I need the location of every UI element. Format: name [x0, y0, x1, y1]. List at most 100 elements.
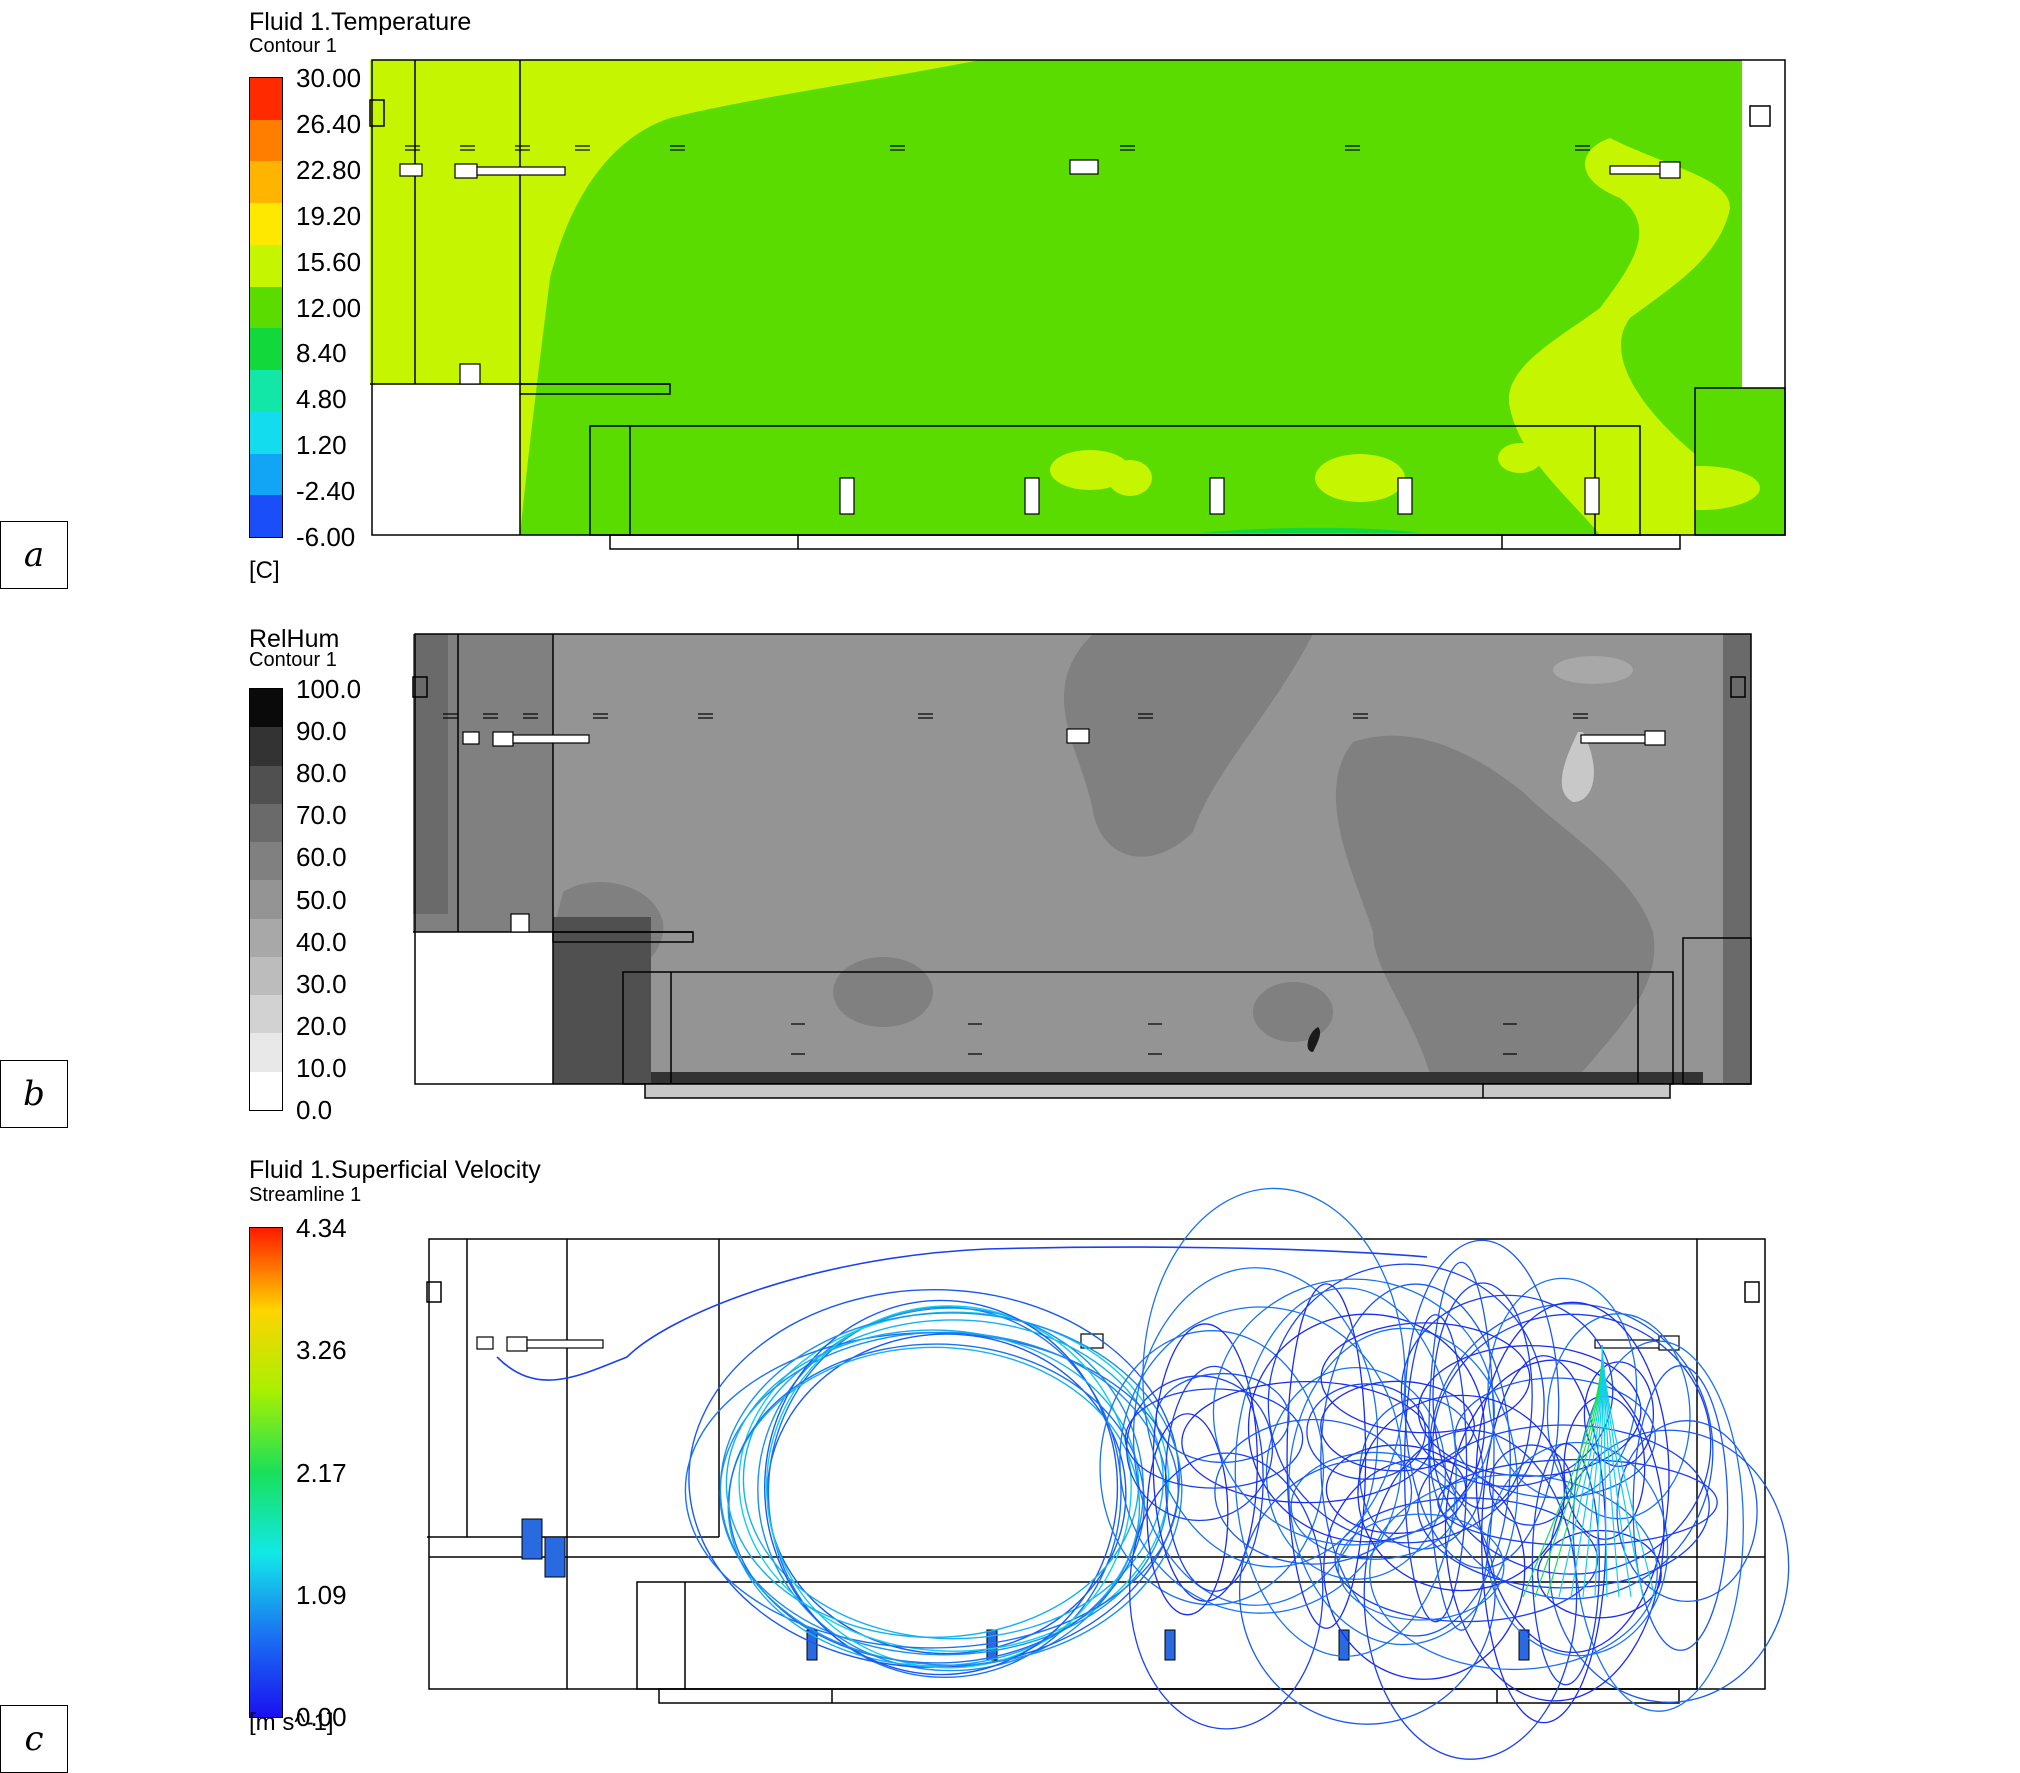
legend-swatch — [250, 727, 282, 766]
legend-tick-label: 20.0 — [296, 1010, 347, 1041]
humidity-blob — [833, 957, 933, 1027]
humidity-contour-plot — [412, 633, 1752, 1099]
streamline — [1432, 1282, 1533, 1510]
streamline — [1337, 1513, 1505, 1621]
streamline — [1214, 1418, 1413, 1565]
streamline — [1320, 1322, 1531, 1434]
panel-a-unit: [C] — [249, 557, 280, 584]
legend-swatch — [250, 918, 282, 957]
legend-swatch — [250, 765, 282, 804]
legend-swatch — [250, 119, 282, 162]
panel-c-subtitle: Streamline 1 — [249, 1184, 362, 1206]
legend-tick-label: 80.0 — [296, 758, 347, 789]
left-wall-region — [370, 384, 520, 535]
warm-blob — [1315, 454, 1405, 502]
legend-swatch — [250, 1071, 282, 1110]
legend-swatch — [250, 161, 282, 204]
legend-swatch — [250, 880, 282, 919]
panel-c-title: Fluid 1.Superficial Velocity — [249, 1156, 541, 1184]
streamline — [1142, 1187, 1406, 1568]
streamline — [1128, 1452, 1324, 1730]
legend-tick-label: 1.20 — [296, 430, 347, 461]
streamline — [1428, 1261, 1495, 1631]
humidity-blob — [1433, 1006, 1533, 1058]
humidity-spray-cone — [1561, 732, 1594, 802]
panel-c-unit: [m s^-1] — [249, 1709, 334, 1736]
legend-swatch — [250, 78, 282, 120]
humidity-light-spot — [1553, 656, 1633, 684]
legend-tick-label: 40.0 — [296, 926, 347, 957]
humidity-floor-strip — [643, 1072, 1703, 1084]
legend-tick-label: 70.0 — [296, 800, 347, 831]
legend-tick-label: 30.0 — [296, 968, 347, 999]
legend-swatch — [250, 411, 282, 454]
streamline — [1124, 1388, 1304, 1489]
streamline — [1265, 1366, 1447, 1580]
streamline — [1247, 1313, 1485, 1543]
streamline — [496, 1246, 1428, 1381]
panel-b-label: b — [0, 1060, 68, 1128]
streamline — [1181, 1380, 1433, 1504]
streamline — [1369, 1474, 1658, 1671]
velocity-color-legend — [249, 1227, 283, 1718]
streamline — [1400, 1294, 1614, 1488]
legend-swatch — [250, 842, 282, 881]
legend-tick-label: -6.00 — [296, 522, 356, 552]
streamline — [688, 1289, 1180, 1668]
streamline — [1357, 1394, 1566, 1592]
streamline — [1212, 1278, 1495, 1546]
temperature-contour-plot — [369, 59, 1786, 550]
streamline — [1323, 1457, 1526, 1680]
temperature-color-legend — [249, 77, 283, 538]
streamline — [1546, 1313, 1691, 1520]
legend-tick-label: 26.40 — [296, 108, 362, 139]
legend-tick-label: 3.26 — [296, 1335, 347, 1366]
contour-region-warm-right — [1508, 138, 1730, 535]
panel-b-title: RelHum — [249, 625, 340, 653]
legend-tick-label: 0.0 — [296, 1095, 333, 1125]
streamline — [763, 1299, 1119, 1676]
legend-swatch — [250, 370, 282, 412]
streamline — [1146, 1413, 1229, 1616]
legend-tick-label: 19.20 — [296, 200, 362, 231]
legend-swatch — [250, 495, 282, 538]
warm-blob — [1498, 443, 1542, 473]
legend-tick-label: 0.00 — [296, 1702, 347, 1732]
legend-swatch — [250, 453, 282, 496]
streamline — [767, 1306, 1122, 1679]
streamline — [1290, 1451, 1458, 1560]
streamline — [1164, 1365, 1264, 1592]
streamline — [1152, 1323, 1259, 1602]
warm-blob — [1640, 466, 1760, 510]
legend-swatch — [250, 689, 282, 728]
legend-swatch — [250, 803, 282, 843]
legend-tick-label: 8.40 — [296, 338, 347, 369]
humidity-color-legend — [249, 688, 283, 1111]
legend-tick-label: 90.0 — [296, 716, 347, 747]
streamline — [719, 1312, 1183, 1666]
legend-tick-label: 4.80 — [296, 384, 347, 415]
legend-tick-label: 100.0 — [296, 674, 362, 704]
legend-swatch — [250, 244, 282, 287]
streamline — [1320, 1283, 1512, 1637]
right-wall-region — [1742, 60, 1785, 390]
streamline — [1632, 1365, 1729, 1651]
legend-tick-label: 2.17 — [296, 1457, 347, 1488]
streamline — [1432, 1313, 1712, 1575]
humidity-left-room — [413, 932, 553, 1084]
warm-blob — [1108, 460, 1152, 496]
right-lower-region — [1695, 388, 1785, 535]
streamline — [1267, 1263, 1545, 1544]
panel-c-label: c — [0, 1705, 68, 1773]
streamline — [1417, 1344, 1642, 1477]
streamline — [765, 1305, 1132, 1669]
streamline — [1404, 1239, 1560, 1569]
humidity-region-dark-right — [1335, 735, 1655, 1084]
legend-swatch — [250, 203, 282, 245]
streamline — [1572, 1340, 1744, 1712]
panel-a-label: a — [0, 521, 68, 589]
streamline — [1537, 1529, 1662, 1619]
legend-swatch — [250, 328, 282, 371]
streamline — [1475, 1301, 1670, 1654]
streamline — [1234, 1287, 1457, 1657]
